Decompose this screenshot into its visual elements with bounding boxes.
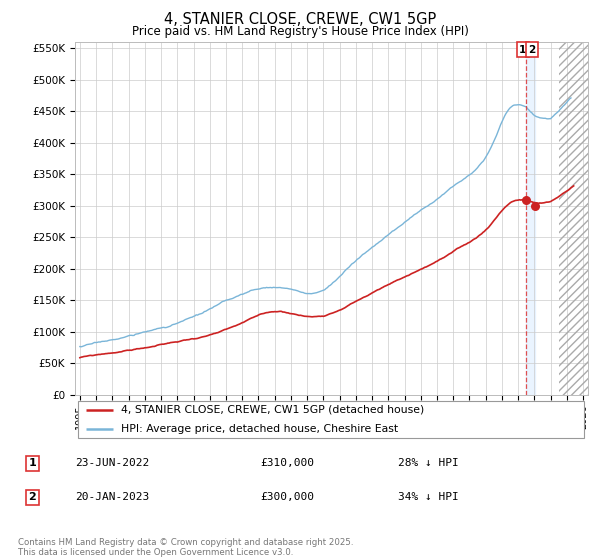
Text: 2: 2 [529,45,536,54]
Text: 1: 1 [519,45,527,54]
Text: 2: 2 [29,492,36,502]
Text: 28% ↓ HPI: 28% ↓ HPI [398,458,459,468]
Bar [559,42,588,395]
Text: 23-JUN-2022: 23-JUN-2022 [76,458,150,468]
Text: Price paid vs. HM Land Registry's House Price Index (HPI): Price paid vs. HM Land Registry's House … [131,25,469,38]
Text: HPI: Average price, detached house, Cheshire East: HPI: Average price, detached house, Ches… [121,424,398,434]
Text: 20-JAN-2023: 20-JAN-2023 [76,492,150,502]
Text: £300,000: £300,000 [260,492,314,502]
Point [530,202,540,211]
Bar [526,42,535,395]
Text: 34% ↓ HPI: 34% ↓ HPI [398,492,459,502]
FancyBboxPatch shape [77,401,584,438]
Text: 4, STANIER CLOSE, CREWE, CW1 5GP (detached house): 4, STANIER CLOSE, CREWE, CW1 5GP (detach… [121,405,424,415]
Point [521,195,530,204]
Text: 4, STANIER CLOSE, CREWE, CW1 5GP: 4, STANIER CLOSE, CREWE, CW1 5GP [164,12,436,27]
Text: £310,000: £310,000 [260,458,314,468]
Bar [559,42,588,395]
Text: 1: 1 [29,458,36,468]
Text: Contains HM Land Registry data © Crown copyright and database right 2025.
This d: Contains HM Land Registry data © Crown c… [18,538,353,557]
